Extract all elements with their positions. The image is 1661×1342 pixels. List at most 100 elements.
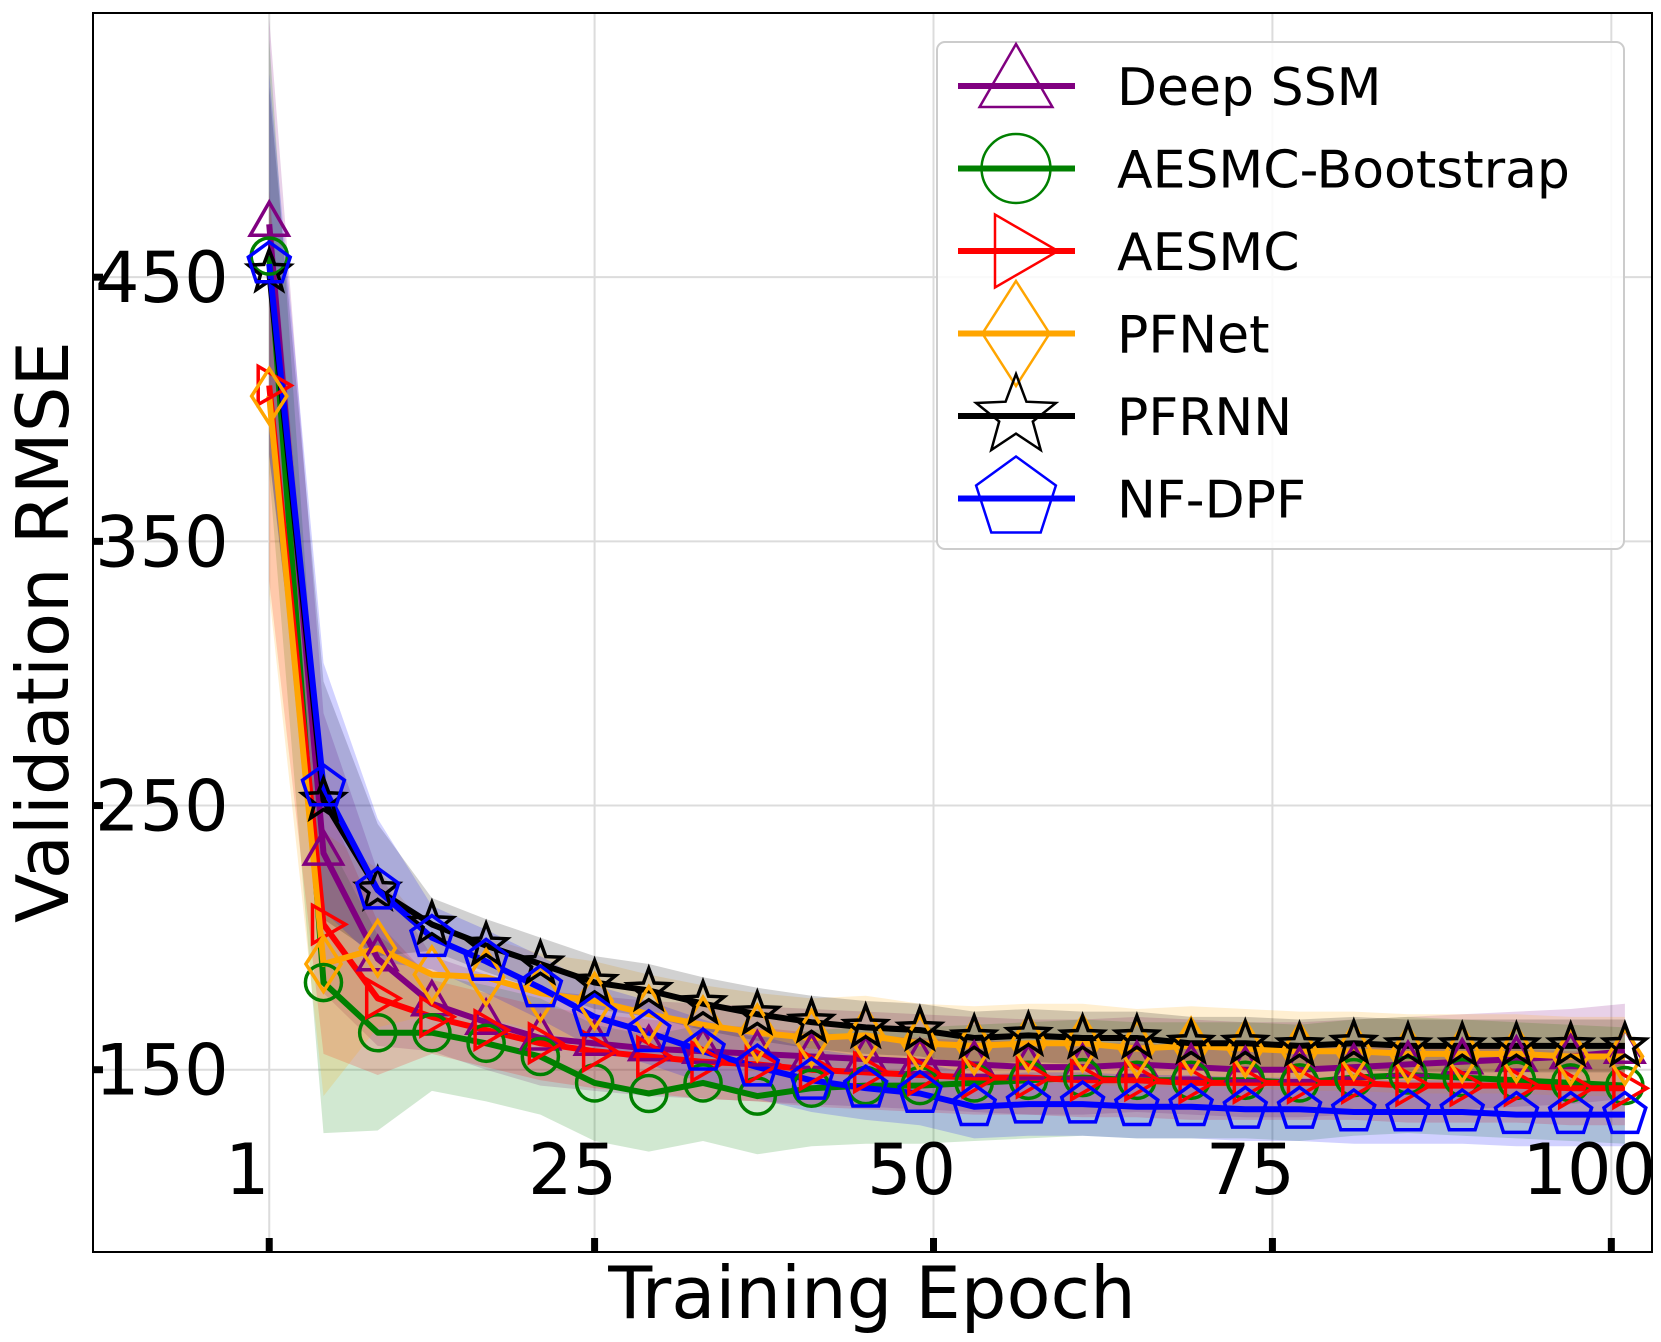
x-tick-label: 25 <box>528 1129 617 1211</box>
aesmc-point <box>419 994 458 1039</box>
pfrnn-point <box>785 995 838 1045</box>
legend-box <box>936 41 1625 550</box>
pfnet-point <box>412 943 452 1006</box>
nf-dpf-point <box>1493 1090 1540 1135</box>
legend-marker-pfrnn <box>972 370 1060 453</box>
y-tick-label: 450 <box>95 237 229 319</box>
nf-dpf-point <box>1168 1082 1215 1127</box>
pfnet-point <box>1225 1017 1265 1080</box>
nf-dpf-point <box>1385 1087 1431 1132</box>
pfrnn-point <box>514 936 567 986</box>
pfrnn-point <box>1165 1016 1217 1066</box>
aesmc-bootstrap-point <box>466 1023 506 1064</box>
aesmc-bootstrap-point <box>791 1068 832 1108</box>
pfrnn-point <box>1436 1018 1488 1068</box>
nf-dpf-point <box>1439 1087 1486 1132</box>
aesmc-point <box>636 1034 675 1079</box>
nf-dpf-point <box>246 239 293 284</box>
pfrnn-point <box>894 1003 946 1052</box>
nf-dpf-point <box>842 1064 889 1108</box>
nf-dpf-point <box>408 913 455 958</box>
nf-dpf-point <box>896 1069 943 1114</box>
nf-dpf-point <box>788 1056 835 1100</box>
aesmc-bootstrap-point <box>1442 1057 1482 1098</box>
x-tick-label: 75 <box>1206 1129 1295 1211</box>
pfnet-point <box>466 946 506 1009</box>
axis-ticks: 1 25 50 75 100 150 250 350 450 <box>93 237 1656 1252</box>
pfrnn-point <box>1273 1018 1326 1068</box>
aesmc-bootstrap-point <box>1117 1060 1157 1101</box>
aesmc-point <box>1069 1058 1109 1103</box>
nf-dpf-point <box>1222 1085 1269 1129</box>
pfnet-point <box>358 917 398 979</box>
nf-dpf-point <box>951 1082 998 1127</box>
legend: Deep SSM AESMC-Bootstrap AESMC PFNet PFRNN NF… <box>936 41 1625 550</box>
aesmc-point <box>1178 1060 1217 1106</box>
pfrnn-point <box>352 863 404 912</box>
pfrnn-point <box>406 897 458 947</box>
pfrnn-point <box>460 918 512 968</box>
pfrnn-point <box>840 1000 892 1050</box>
nf-dpf-point <box>1005 1079 1052 1124</box>
aesmc-point <box>690 1039 729 1084</box>
y-tick-label: 150 <box>95 1030 229 1112</box>
aesmc-bootstrap-point <box>629 1073 669 1114</box>
legend-marker-deep-ssm <box>977 41 1055 109</box>
nf-dpf-point <box>1059 1079 1106 1124</box>
legend-marker-aesmc-bootstrap <box>980 132 1052 205</box>
legend-label-nf-dpf: NF-DPF <box>1117 471 1306 531</box>
pfrnn-point <box>948 1011 1000 1060</box>
aesmc-bootstrap-point <box>357 1012 398 1053</box>
x-tick-label: 100 <box>1523 1129 1657 1211</box>
aesmc-point <box>581 1029 621 1074</box>
nf-dpf-point <box>1330 1087 1377 1132</box>
pfrnn-point <box>1219 1016 1271 1066</box>
series-markers <box>243 198 1651 1135</box>
aesmc-point <box>473 1007 512 1053</box>
aesmc-bootstrap-band <box>269 39 1625 1155</box>
pfrnn-point <box>568 955 621 1005</box>
y-tick-label: 250 <box>95 766 229 848</box>
nf-dpf-point <box>571 992 618 1037</box>
pfnet-point <box>791 1007 832 1069</box>
aesmc-point <box>744 1042 783 1087</box>
nf-dpf-point <box>1601 1090 1648 1135</box>
aesmc-bootstrap-point <box>520 1036 561 1077</box>
pfnet-point <box>303 933 344 995</box>
aesmc-point <box>364 976 404 1021</box>
pfrnn-point <box>677 976 729 1026</box>
aesmc-bootstrap-point <box>303 962 344 1003</box>
legend-label-aesmc: AESMC <box>1117 223 1300 283</box>
pfnet-point <box>1279 1020 1320 1082</box>
y-tick-label: 350 <box>95 501 229 583</box>
nf-dpf-point <box>517 963 564 1008</box>
x-tick-label: 50 <box>867 1129 956 1211</box>
legend-marker-aesmc <box>993 212 1061 290</box>
aesmc-bootstrap-point <box>412 1012 452 1053</box>
aesmc-point <box>527 1021 566 1066</box>
pfrnn-point <box>1490 1018 1543 1068</box>
plot-frame <box>92 12 1653 1253</box>
pfrnn-point <box>1111 1011 1163 1060</box>
aesmc-bootstrap-point <box>1279 1063 1320 1103</box>
pfnet-point <box>520 962 561 1024</box>
legend-marker-nf-dpf <box>974 454 1058 534</box>
nf-dpf-point <box>680 1027 727 1071</box>
nf-dpf-point <box>1547 1090 1594 1135</box>
nf-dpf-point <box>300 762 347 807</box>
x-tick-label: 1 <box>225 1129 270 1211</box>
y-axis-title: Validation RMSE <box>1 341 85 923</box>
deep-ssm-point <box>355 933 400 972</box>
pfrnn-point <box>1002 1008 1055 1058</box>
deep-ssm-point <box>247 198 292 238</box>
aesmc-bootstrap-point <box>683 1063 723 1103</box>
pfnet-point <box>249 365 289 427</box>
nf-dpf-point <box>463 937 510 981</box>
pfrnn-point <box>731 987 783 1037</box>
legend-label-deep-ssm: Deep SSM <box>1117 58 1381 118</box>
legend-label-pfrnn: PFRNN <box>1117 388 1292 448</box>
pfnet-point <box>1062 1012 1103 1075</box>
pfrnn-point <box>623 963 675 1013</box>
legend-label-pfnet: PFNet <box>1117 306 1270 366</box>
